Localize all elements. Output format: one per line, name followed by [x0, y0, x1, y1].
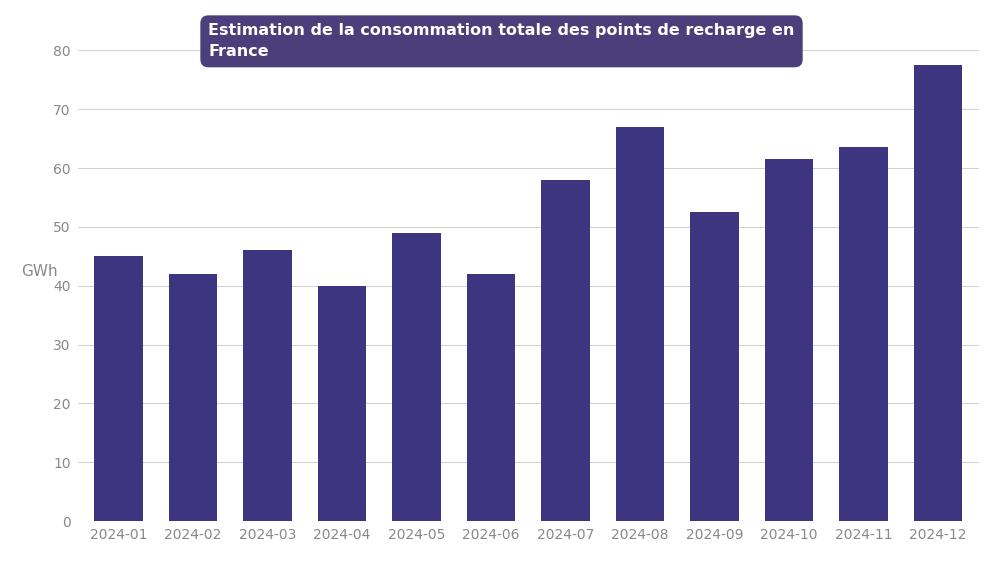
Bar [94, 256, 143, 521]
Bar [765, 159, 813, 521]
Y-axis label: GWh: GWh [21, 263, 57, 279]
Text: Estimation de la consommation totale des points de recharge en
France: Estimation de la consommation totale des… [208, 23, 795, 59]
Bar [541, 180, 590, 521]
Bar [467, 274, 515, 521]
Bar [169, 274, 217, 521]
Bar [839, 148, 888, 521]
Bar [318, 286, 366, 521]
Bar [616, 127, 664, 521]
Bar [392, 233, 441, 521]
Bar [690, 212, 739, 521]
Bar [243, 251, 292, 521]
Bar [914, 65, 962, 521]
